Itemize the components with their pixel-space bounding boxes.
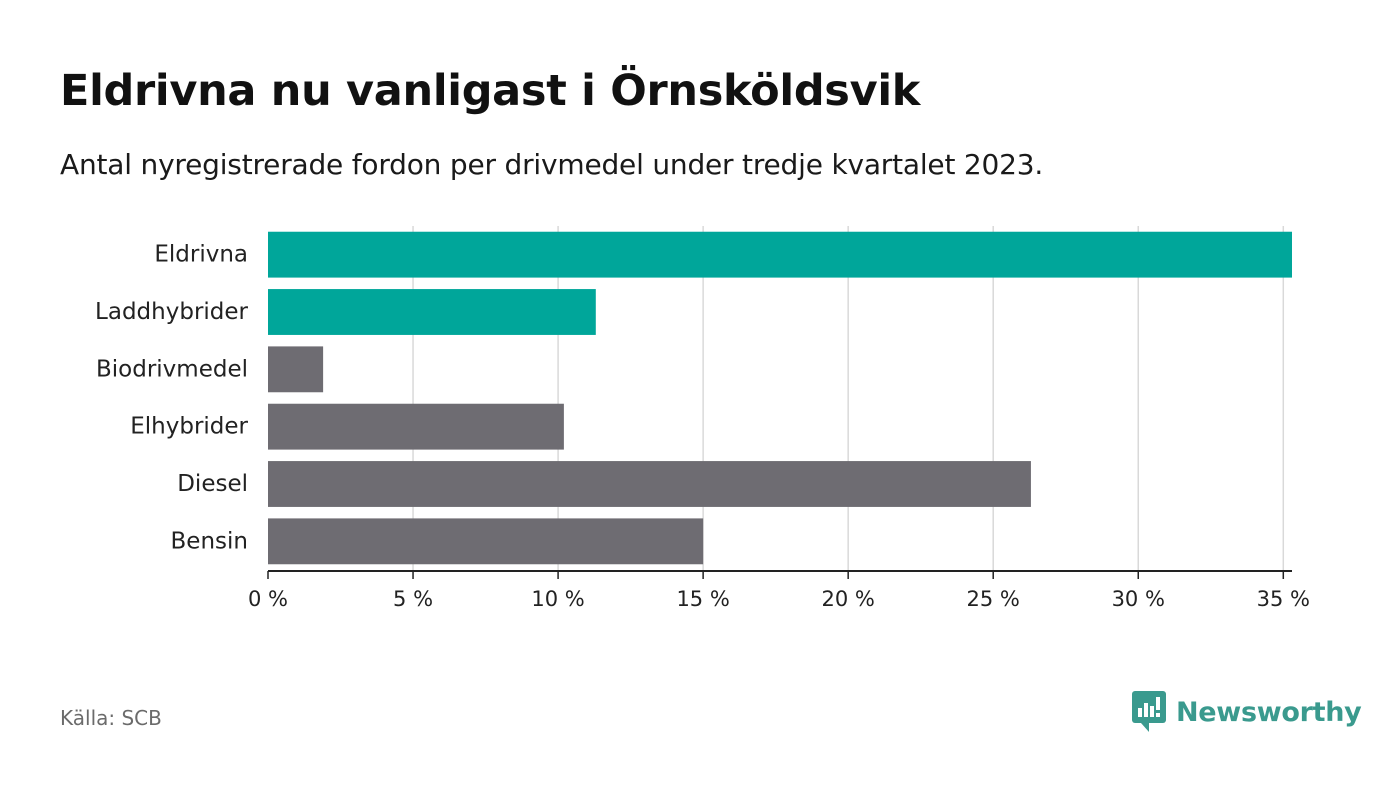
category-label: Eldrivna [154,242,248,268]
source-note: Källa: SCB [60,706,162,730]
bar-biodrivmedel [268,346,324,393]
bar-eldrivna [268,231,1292,278]
x-tick-label: 30 % [1112,587,1165,611]
category-label: Biodrivmedel [96,356,248,382]
bar-bensin [268,518,704,565]
chart-subtitle: Antal nyregistrerade fordon per drivmede… [60,148,1044,181]
category-label: Laddhybrider [95,299,248,325]
category-label: Diesel [177,471,248,497]
brand-name: Newsworthy [1176,696,1362,728]
x-tick-label: 15 % [676,587,729,611]
bar-diesel [268,461,1031,507]
newsworthy-logo-icon [1132,691,1166,732]
x-tick-label: 0 % [248,587,288,611]
chart-title: Eldrivna nu vanligast i Örnsköldsvik [60,66,921,116]
x-tick-label: 25 % [967,587,1020,611]
x-tick-label: 5 % [393,587,433,611]
x-tick-label: 10 % [531,587,584,611]
brand-logo: Newsworthy [1132,691,1362,733]
bar-elhybrider [268,403,564,450]
category-label: Bensin [171,528,248,554]
category-label: Elhybrider [130,414,248,440]
x-tick-label: 35 % [1257,587,1310,611]
bar-laddhybrider [268,289,596,335]
x-tick-label: 20 % [821,587,874,611]
